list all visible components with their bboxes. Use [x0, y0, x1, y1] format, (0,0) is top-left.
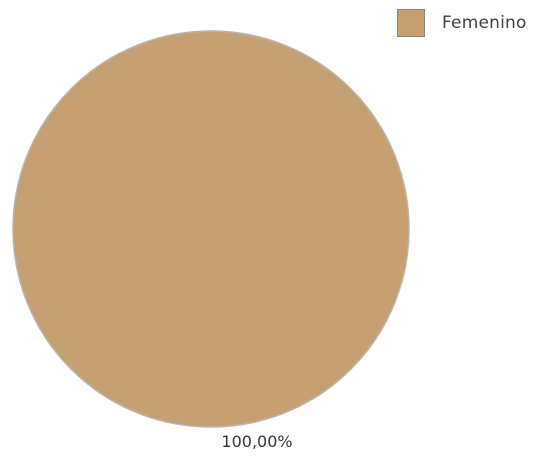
pie-slice-femenino — [12, 30, 410, 428]
pie-slice-labels: 100,00% — [221, 432, 292, 451]
legend-swatch-femenino — [397, 9, 425, 37]
pie-slices — [12, 30, 410, 428]
legend: Femenino — [397, 9, 527, 37]
slice-label-femenino: 100,00% — [221, 432, 292, 451]
legend-label-femenino: Femenino — [442, 13, 527, 33]
